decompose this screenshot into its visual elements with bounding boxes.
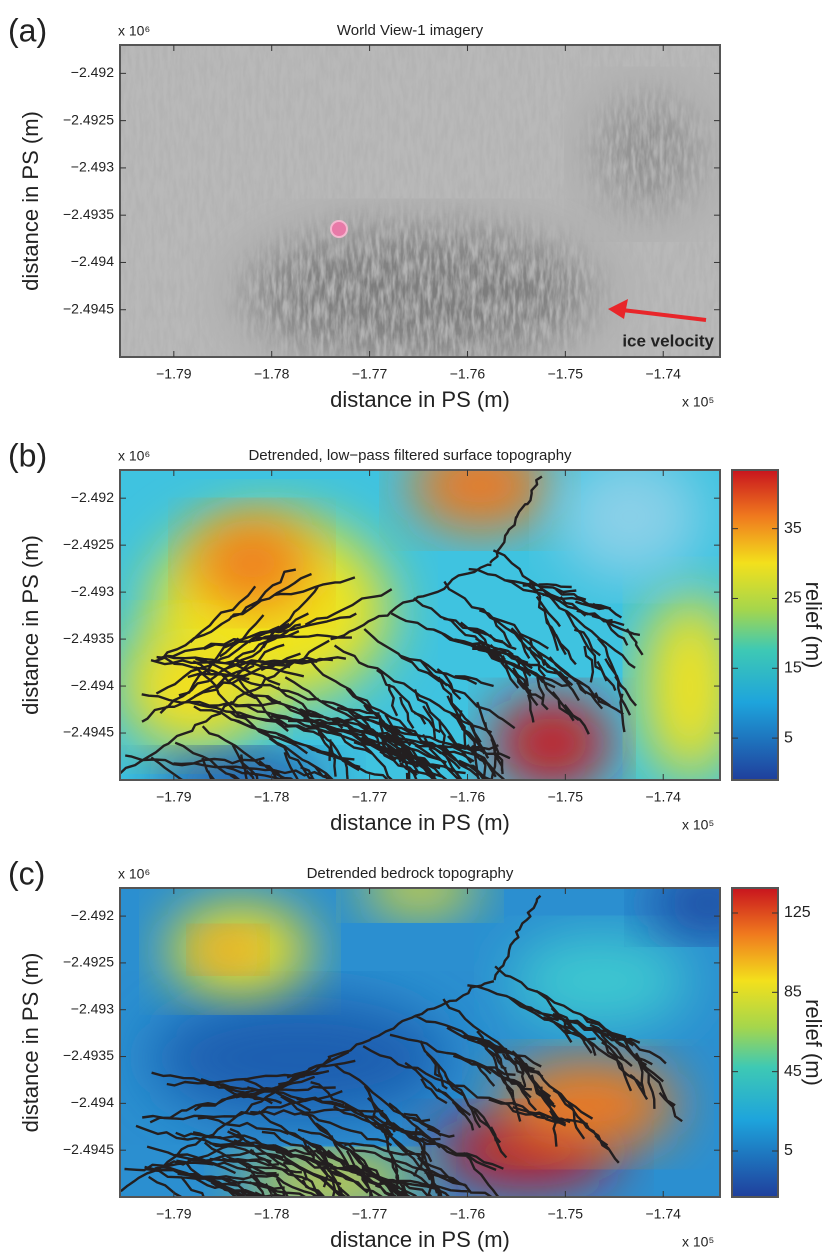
- x-axis-label: distance in PS (m): [330, 810, 510, 835]
- y-multiplier: x 10⁶: [118, 23, 150, 39]
- chart-title: World View-1 imagery: [337, 22, 484, 39]
- panel: −1.79 −1.78 −1.77 −1.76 −1.75 −1.74 −2.492 −2.4…: [8, 437, 826, 876]
- x-tick-label: −1.78: [254, 1206, 290, 1222]
- x-tick-label: −1.75: [548, 789, 584, 805]
- location-marker: [331, 221, 347, 237]
- y-axis-label: distance in PS (m): [18, 535, 43, 715]
- colorbar-tick-label: 25: [784, 590, 802, 607]
- panel: −1.79 −1.78 −1.77 −1.76 −1.75 −1.74 −2.492 −2.4…: [8, 855, 826, 1260]
- chart-title: Detrended, low−pass filtered surface top…: [248, 447, 572, 464]
- y-tick-label: −2.4945: [63, 724, 114, 740]
- x-tick-label: −1.74: [646, 366, 682, 382]
- x-tick-label: −1.78: [254, 789, 290, 805]
- x-tick-label: −1.76: [450, 789, 486, 805]
- annotation: ice velocity: [622, 331, 714, 350]
- x-tick-label: −1.75: [548, 1206, 584, 1222]
- y-tick-label: −2.492: [71, 489, 114, 505]
- y-tick-label: −2.492: [71, 907, 114, 923]
- y-tick-label: −2.493: [71, 1000, 114, 1016]
- panel-label: (c): [8, 855, 45, 891]
- colorbar-tick-label: 35: [784, 520, 802, 537]
- colorbar: [732, 888, 778, 1197]
- y-tick-label: −2.4935: [63, 1047, 114, 1063]
- y-tick-label: −2.492: [71, 64, 114, 80]
- y-axis-label: distance in PS (m): [18, 111, 43, 291]
- plot-area: [120, 45, 720, 363]
- colorbar-label: relief (m): [801, 582, 826, 669]
- x-tick-label: −1.79: [156, 366, 192, 382]
- x-axis-label: distance in PS (m): [330, 1227, 510, 1252]
- y-tick-label: −2.4925: [63, 954, 114, 970]
- x-tick-label: −1.78: [254, 366, 290, 382]
- x-tick-label: −1.77: [352, 1206, 388, 1222]
- relief-field: [558, 455, 702, 579]
- y-tick-label: −2.493: [71, 583, 114, 599]
- relief-field: [642, 594, 738, 780]
- x-multiplier: x 10⁵: [682, 394, 714, 410]
- y-tick-label: −2.4945: [63, 1141, 114, 1157]
- y-tick-label: −2.494: [71, 1094, 114, 1110]
- x-multiplier: x 10⁵: [682, 817, 714, 833]
- y-tick-label: −2.4945: [63, 300, 114, 316]
- y-tick-label: −2.4925: [63, 536, 114, 552]
- y-tick-label: −2.4935: [63, 630, 114, 646]
- plot-area: [120, 863, 768, 1260]
- y-tick-label: −2.494: [71, 677, 114, 693]
- colorbar-tick-label: 85: [784, 984, 802, 1001]
- x-tick-label: −1.76: [450, 366, 486, 382]
- colorbar-tick-label: 45: [784, 1063, 802, 1080]
- colorbar-tick-label: 125: [784, 904, 811, 921]
- panel-label: (a): [8, 12, 47, 48]
- x-tick-label: −1.75: [548, 366, 584, 382]
- x-tick-label: −1.74: [646, 1206, 682, 1222]
- relief-field: [510, 934, 690, 1027]
- relief-field: [192, 517, 312, 610]
- chart-title: Detrended bedrock topography: [307, 865, 514, 882]
- relief-field: [198, 931, 258, 968]
- colorbar-tick-label: 5: [784, 1142, 793, 1159]
- y-tick-label: −2.4925: [63, 111, 114, 127]
- x-multiplier: x 10⁵: [682, 1234, 714, 1250]
- x-tick-label: −1.77: [352, 789, 388, 805]
- figure: −1.79 −1.78 −1.77 −1.76 −1.75 −1.74 −2.492 −2.4…: [0, 0, 840, 1260]
- colorbar-tick-label: 5: [784, 729, 793, 746]
- x-axis-label: distance in PS (m): [330, 387, 510, 412]
- x-tick-label: −1.74: [646, 789, 682, 805]
- y-tick-label: −2.493: [71, 159, 114, 175]
- y-tick-label: −2.4935: [63, 206, 114, 222]
- y-multiplier: x 10⁶: [118, 448, 150, 464]
- relief-field: [492, 696, 612, 789]
- y-multiplier: x 10⁶: [118, 866, 150, 882]
- x-tick-label: −1.77: [352, 366, 388, 382]
- colorbar-label: relief (m): [801, 999, 826, 1086]
- colorbar-tick-label: 15: [784, 660, 802, 677]
- x-tick-label: −1.76: [450, 1206, 486, 1222]
- panel: −1.79 −1.78 −1.77 −1.76 −1.75 −1.74 −2.492 −2.4…: [8, 12, 720, 411]
- colorbar: [732, 470, 778, 780]
- y-axis-label: distance in PS (m): [18, 953, 43, 1133]
- panel-label: (b): [8, 437, 47, 473]
- x-tick-label: −1.79: [156, 789, 192, 805]
- x-tick-label: −1.79: [156, 1206, 192, 1222]
- y-tick-label: −2.494: [71, 253, 114, 269]
